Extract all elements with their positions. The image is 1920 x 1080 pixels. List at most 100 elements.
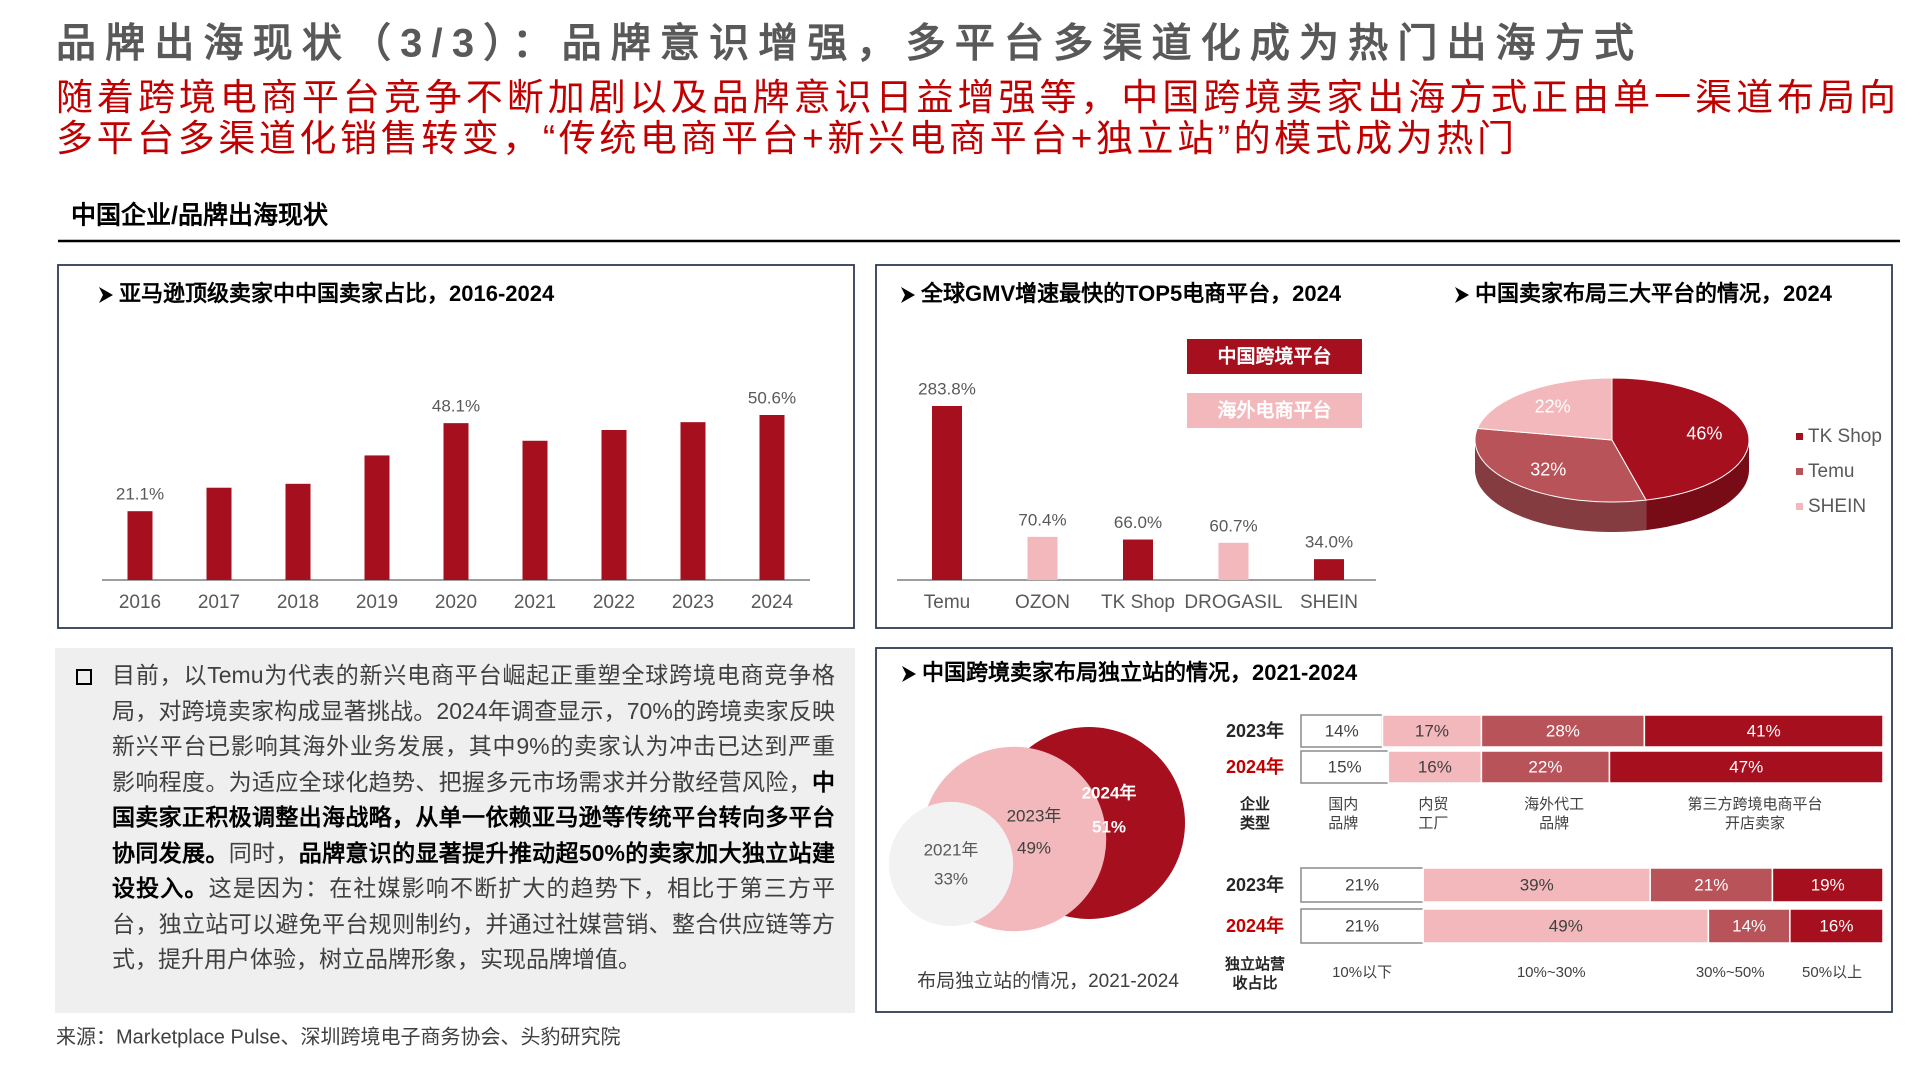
bar	[1123, 539, 1153, 580]
legend-label: 海外电商平台	[1217, 399, 1331, 422]
legend-swatch	[1796, 468, 1803, 475]
bar-segment	[1771, 867, 1884, 903]
x-tick-label: 2016	[119, 592, 161, 613]
panel-title: 中国跨境卖家布局独立站的情况，2021-2024	[922, 660, 1358, 685]
panel	[57, 264, 855, 629]
legend-label: SHEIN	[1808, 496, 1866, 517]
value-label: 21.1%	[116, 485, 164, 504]
row-label: 2023年	[1226, 720, 1284, 741]
bar-segment	[1422, 867, 1651, 903]
bar	[601, 430, 627, 580]
title-arrow	[1455, 287, 1469, 303]
title-arrow	[901, 287, 915, 303]
legend-label: 10%~30%	[1516, 964, 1586, 981]
panel	[875, 264, 1893, 629]
value-label: 16%	[1819, 916, 1853, 935]
value-label: 46%	[1686, 423, 1722, 443]
bubble-label: 2024年	[1082, 782, 1137, 802]
bar	[364, 455, 390, 580]
bar	[443, 423, 469, 580]
title-arrow	[902, 666, 916, 682]
value-label: 41%	[1747, 721, 1781, 740]
bar-segment	[1608, 750, 1884, 784]
legend-label: TK Shop	[1808, 426, 1882, 447]
bar-segment	[1643, 714, 1884, 748]
legend-swatch	[1187, 339, 1362, 374]
pie-slice	[1474, 427, 1647, 503]
bar	[285, 483, 311, 580]
bar	[680, 422, 706, 580]
bar-segment	[1480, 714, 1646, 748]
source: 来源：Marketplace Pulse、深圳跨境电子商务协会、头豹研究院	[56, 1025, 621, 1048]
value-label: 47%	[1729, 757, 1763, 776]
x-tick-label: 2024	[751, 592, 794, 613]
value-label: 34.0%	[1305, 533, 1353, 552]
value-label: 22%	[1528, 757, 1562, 776]
panel-title: 全球GMV增速最快的TOP5电商平台，2024	[920, 281, 1342, 306]
pie-side	[1475, 440, 1647, 532]
legend-label: 50%以上	[1802, 964, 1863, 981]
title-arrow	[99, 287, 113, 303]
bullet	[76, 669, 92, 685]
panel-title: 亚马逊顶级卖家中中国卖家占比，2016-2024	[119, 281, 555, 306]
subtitle-line: 多平台多渠道化销售转变，“传统电商平台+新兴电商平台+独立站”的模式成为热门	[56, 118, 1514, 159]
bar-segment	[1300, 908, 1424, 944]
legend-label: Temu	[1808, 461, 1854, 482]
legend-label: 国内品牌	[1328, 796, 1359, 832]
legend-label: 第三方跨境电商平台开店卖家	[1687, 796, 1823, 832]
x-tick-label: 2022	[593, 592, 635, 613]
value-label: 28%	[1546, 721, 1580, 740]
bar-segment	[1707, 908, 1791, 944]
text-box	[55, 648, 855, 1013]
axis-label: 独立站营收占比	[1225, 956, 1286, 992]
bar	[932, 406, 962, 580]
value-label: 48.1%	[432, 397, 480, 416]
bubble-label: 2021年	[924, 840, 979, 859]
bar	[522, 440, 548, 580]
x-tick-label: 2018	[277, 592, 319, 613]
legend-swatch	[1796, 433, 1803, 440]
x-tick-label: 2017	[198, 592, 240, 613]
value-label: 50.6%	[748, 388, 796, 407]
value-label: 14%	[1325, 721, 1359, 740]
value-label: 19%	[1811, 875, 1845, 894]
bar-segment	[1789, 908, 1884, 944]
paragraph-segment: 中国卖家正积极调整出海战略，从单一依赖亚马逊等传统平台转向多平台协同发展。	[112, 768, 835, 866]
value-label: 39%	[1520, 875, 1554, 894]
value-label: 283.8%	[918, 379, 976, 398]
value-label: 16%	[1418, 757, 1452, 776]
legend-label: 中国跨境平台	[1217, 345, 1331, 368]
slide-title: 品牌出海现状（3/3）：品牌意识增强，多平台多渠道化成为热门出海方式	[56, 22, 1634, 66]
legend-swatch	[1187, 393, 1362, 428]
section-title: 中国企业/品牌出海现状	[71, 201, 329, 230]
pie-slice	[1476, 377, 1613, 441]
value-label: 21%	[1345, 916, 1379, 935]
row-label: 2024年	[1226, 915, 1284, 936]
bubble-label: 2023年	[1007, 806, 1062, 825]
bar	[1314, 559, 1344, 580]
bar	[127, 511, 153, 580]
value-label: 32%	[1530, 459, 1566, 479]
paragraph-segment: 目前，以Temu为代表的新兴电商平台崛起正重塑全球跨境电商竞争格局，对跨境卖家构…	[112, 662, 835, 795]
row-label: 2023年	[1226, 874, 1284, 895]
value-label: 51%	[1092, 817, 1126, 836]
value-label: 21%	[1345, 875, 1379, 894]
value-label: 60.7%	[1209, 516, 1257, 535]
value-label: 49%	[1549, 916, 1583, 935]
bubble	[888, 801, 1014, 927]
bar-segment	[1649, 867, 1774, 903]
value-label: 49%	[1017, 838, 1051, 857]
axis-label: 企业类型	[1240, 796, 1271, 832]
x-tick-label: 2019	[356, 592, 398, 613]
value-label: 70.4%	[1018, 510, 1066, 529]
bar	[206, 487, 232, 580]
value-label: 33%	[934, 869, 968, 888]
bar-segment	[1300, 867, 1424, 903]
legend-label: 海外代工品牌	[1524, 796, 1585, 832]
subtitle-line: 随着跨境电商平台竞争不断加剧以及品牌意识日益增强等，中国跨境卖家出海方式正由单一…	[56, 77, 1896, 118]
x-tick-label: OZON	[1015, 592, 1070, 613]
bar	[759, 415, 785, 580]
bar-segment	[1300, 714, 1384, 748]
paragraph-segment: 同时，	[228, 839, 299, 866]
x-tick-label: 2021	[514, 592, 556, 613]
